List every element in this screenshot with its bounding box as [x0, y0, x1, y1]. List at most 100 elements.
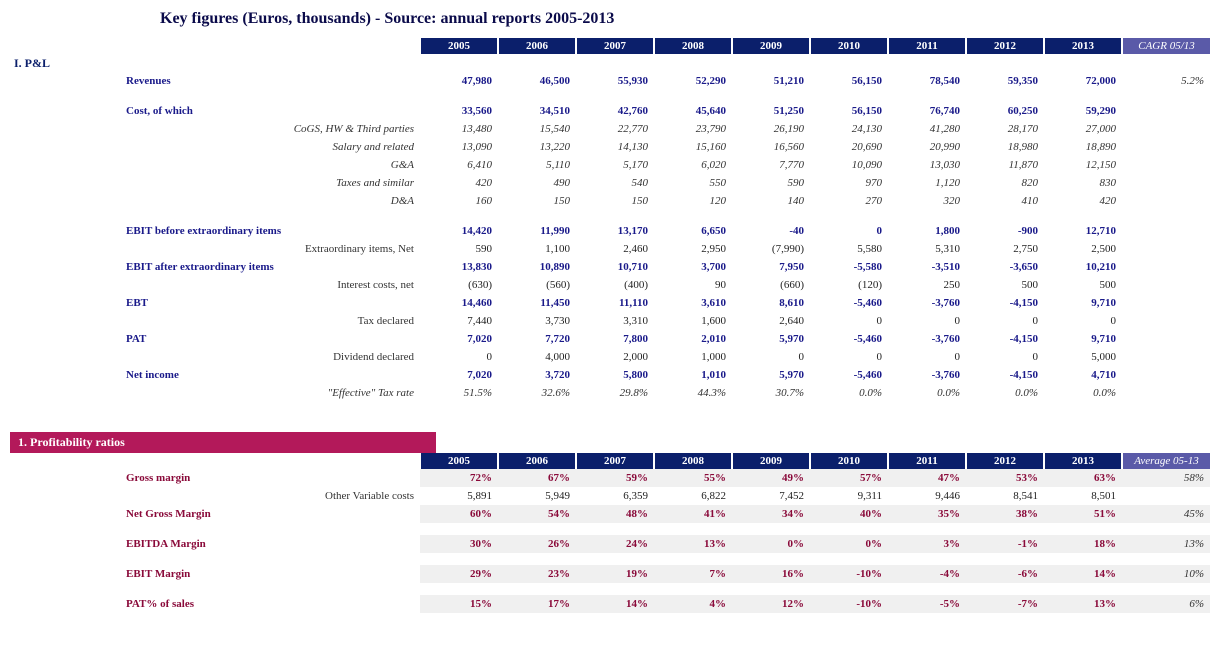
table-row — [10, 90, 1210, 102]
cell-value: 32.6% — [498, 384, 576, 402]
table-row: Extraordinary items, Net5901,1002,4602,9… — [10, 240, 1210, 258]
cell-value: 830 — [1044, 174, 1122, 192]
cell-value: -1% — [966, 535, 1044, 553]
cell-value: 7,950 — [732, 258, 810, 276]
row-label: Revenues — [120, 72, 420, 90]
cell-value: 13,090 — [420, 138, 498, 156]
col-year: 2005 — [420, 38, 498, 54]
cell-aggregate — [1122, 192, 1210, 210]
cell-value: 5,949 — [498, 487, 576, 505]
cell-value: 63% — [1044, 469, 1122, 487]
col-year: 2007 — [576, 453, 654, 469]
col-year: 2010 — [810, 38, 888, 54]
cell-value: 14,420 — [420, 222, 498, 240]
cell-value: 0.0% — [966, 384, 1044, 402]
cell-value: -3,760 — [888, 330, 966, 348]
cell-aggregate — [1122, 348, 1210, 366]
table-row: "Effective" Tax rate51.5%32.6%29.8%44.3%… — [10, 384, 1210, 402]
cell-value: 13,480 — [420, 120, 498, 138]
cell-value: 18,980 — [966, 138, 1044, 156]
row-label: D&A — [120, 192, 420, 210]
cell-value: (120) — [810, 276, 888, 294]
row-label: "Effective" Tax rate — [120, 384, 420, 402]
table-row: Revenues47,98046,50055,93052,29051,21056… — [10, 72, 1210, 90]
table-row — [10, 583, 1210, 595]
cell-value: 29% — [420, 565, 498, 583]
table-row: Interest costs, net(630)(560)(400)90(660… — [10, 276, 1210, 294]
cell-value: 4% — [654, 595, 732, 613]
cell-value: 11,110 — [576, 294, 654, 312]
cell-value: 14,460 — [420, 294, 498, 312]
cell-value: 19% — [576, 565, 654, 583]
cell-value: 6,359 — [576, 487, 654, 505]
col-cagr: CAGR 05/13 — [1122, 38, 1210, 54]
cell-value: 35% — [888, 505, 966, 523]
cell-value: 33,560 — [420, 102, 498, 120]
cell-value: -4,150 — [966, 366, 1044, 384]
cell-value: 1,800 — [888, 222, 966, 240]
cell-value: 0 — [888, 348, 966, 366]
cell-value: 5,310 — [888, 240, 966, 258]
row-label: PAT% of sales — [120, 595, 420, 613]
cell-value: 53% — [966, 469, 1044, 487]
cell-aggregate: 10% — [1122, 565, 1210, 583]
table-row: Tax declared7,4403,7303,3101,6002,640000… — [10, 312, 1210, 330]
cell-aggregate — [1122, 156, 1210, 174]
cell-value: (660) — [732, 276, 810, 294]
cell-value: 14% — [1044, 565, 1122, 583]
row-label: Dividend declared — [120, 348, 420, 366]
cell-value: 49% — [732, 469, 810, 487]
cell-value: 23% — [498, 565, 576, 583]
cell-value: 8,501 — [1044, 487, 1122, 505]
cell-value: 14,130 — [576, 138, 654, 156]
col-year: 2011 — [888, 38, 966, 54]
cell-value: 13,830 — [420, 258, 498, 276]
table-row: PAT% of sales15%17%14%4%12%-10%-5%-7%13%… — [10, 595, 1210, 613]
cell-value: 15% — [420, 595, 498, 613]
row-label: EBIT after extraordinary items — [120, 258, 420, 276]
cell-value: 24% — [576, 535, 654, 553]
cell-aggregate — [1122, 138, 1210, 156]
cell-aggregate — [1122, 366, 1210, 384]
cell-value: 54% — [498, 505, 576, 523]
cell-value: 26,190 — [732, 120, 810, 138]
cell-aggregate: 5.2% — [1122, 72, 1210, 90]
cell-aggregate — [1122, 102, 1210, 120]
cell-value: 42,760 — [576, 102, 654, 120]
cell-value: 0 — [1044, 312, 1122, 330]
row-label: CoGS, HW & Third parties — [120, 120, 420, 138]
cell-value: 5,891 — [420, 487, 498, 505]
cell-aggregate — [1122, 384, 1210, 402]
cell-value: 5,110 — [498, 156, 576, 174]
cell-value: 150 — [498, 192, 576, 210]
cell-value: 76,740 — [888, 102, 966, 120]
col-average: Average 05-13 — [1122, 453, 1210, 469]
cell-aggregate — [1122, 312, 1210, 330]
cell-value: 24,130 — [810, 120, 888, 138]
table-row: Taxes and similar4204905405505909701,120… — [10, 174, 1210, 192]
cell-value: 500 — [966, 276, 1044, 294]
row-label: Gross margin — [120, 469, 420, 487]
cell-value: -10% — [810, 595, 888, 613]
col-year: 2006 — [498, 38, 576, 54]
cell-value: 59,290 — [1044, 102, 1122, 120]
cell-aggregate — [1122, 120, 1210, 138]
table-row: EBIT Margin29%23%19%7%16%-10%-4%-6%14%10… — [10, 565, 1210, 583]
cell-value: 270 — [810, 192, 888, 210]
table-row: Salary and related13,09013,22014,13015,1… — [10, 138, 1210, 156]
table-row: D&A160150150120140270320410420 — [10, 192, 1210, 210]
cell-value: 45,640 — [654, 102, 732, 120]
cell-value: 11,870 — [966, 156, 1044, 174]
pnl-section-label: I. P&L — [10, 54, 120, 72]
cell-value: 9,710 — [1044, 330, 1122, 348]
cell-value: 44.3% — [654, 384, 732, 402]
cell-value: 0.0% — [810, 384, 888, 402]
cell-value: 5,800 — [576, 366, 654, 384]
row-label: Net Gross Margin — [120, 505, 420, 523]
cell-value: (630) — [420, 276, 498, 294]
profitability-banner: 1. Profitability ratios — [10, 432, 436, 453]
cell-value: 23,790 — [654, 120, 732, 138]
cell-value: 13,170 — [576, 222, 654, 240]
cell-value: 16,560 — [732, 138, 810, 156]
cell-value: 1,100 — [498, 240, 576, 258]
